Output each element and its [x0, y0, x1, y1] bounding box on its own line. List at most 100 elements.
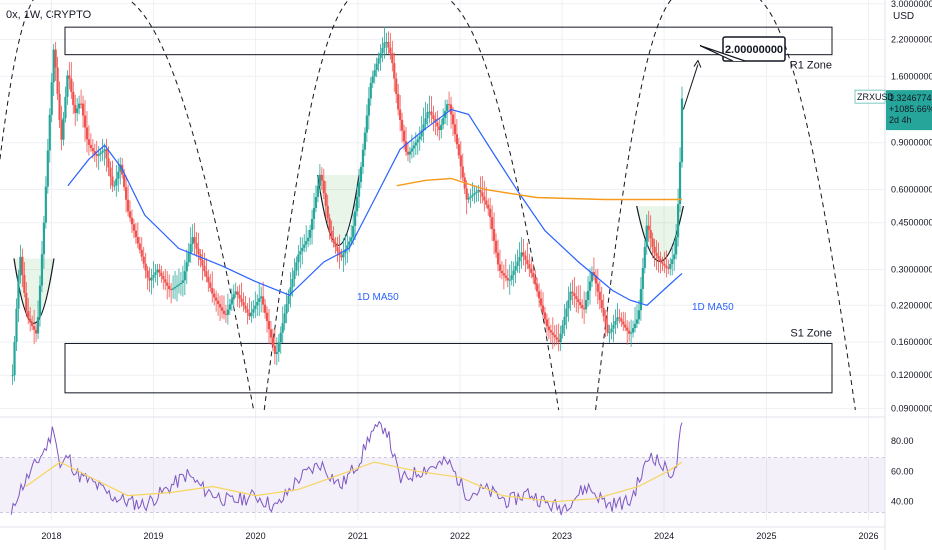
candle-body: [606, 324, 609, 333]
candle-body: [342, 253, 345, 258]
candle-body: [269, 329, 273, 338]
last-price-change: +1085.66%: [889, 104, 932, 114]
candle-body: [346, 245, 349, 250]
candle-body: [336, 247, 339, 252]
candle-body: [471, 194, 474, 197]
candle-body: [58, 93, 61, 121]
candle-body: [630, 332, 633, 334]
candle-body: [555, 337, 558, 340]
x-tick-label: 2024: [654, 531, 674, 541]
candle-body: [15, 308, 18, 342]
candle-body: [541, 305, 545, 313]
candle-body: [74, 105, 77, 114]
candle-body: [520, 252, 523, 257]
candle-body: [21, 256, 24, 275]
candle-body: [475, 191, 478, 194]
candle-body: [393, 63, 396, 79]
candle-body: [510, 275, 513, 280]
candle-body: [610, 328, 613, 333]
annotations: 1.32467747+1085.66%2d 4h ZRXUSD 2.00000000: [682, 36, 932, 131]
candle-body: [211, 288, 214, 294]
target-pointer: [699, 45, 746, 62]
candle-body: [426, 112, 429, 119]
candle-body: [78, 103, 81, 109]
candle-body: [539, 298, 543, 306]
candle-body: [132, 224, 136, 231]
candle-body: [381, 47, 384, 54]
cycle-arc: [263, 0, 560, 411]
candle-body: [612, 324, 615, 329]
candle-body: [481, 192, 484, 197]
candle-body: [117, 171, 120, 179]
candle-body: [109, 167, 112, 177]
candle-body: [68, 75, 71, 79]
candle-body: [406, 151, 410, 155]
candle-body: [242, 302, 245, 306]
candle-body: [461, 166, 464, 178]
candle-body: [152, 274, 155, 278]
candle-body: [549, 330, 552, 333]
candle-body: [56, 67, 59, 94]
ma50-label-1: 1D MA50: [357, 292, 399, 303]
candle-body: [66, 75, 69, 97]
candle-body: [614, 321, 617, 325]
candle-body: [209, 282, 212, 289]
candle-body: [412, 145, 415, 149]
candle-body: [500, 270, 504, 274]
candle-body: [422, 124, 425, 131]
candle-body: [530, 268, 533, 274]
candle-body: [34, 329, 38, 334]
candle-body: [524, 255, 527, 260]
candle-body: [379, 53, 382, 59]
candle-body: [123, 174, 126, 188]
candle-body: [400, 120, 404, 131]
candle-body: [404, 141, 408, 152]
y-tick-label: 0.09000000: [891, 403, 932, 413]
candle-body: [389, 47, 392, 54]
candle-body: [489, 208, 492, 218]
candle-body: [307, 237, 310, 242]
target-arrowhead: [693, 59, 702, 68]
candle-body: [545, 319, 549, 327]
candle-body: [207, 276, 210, 283]
candle-body: [571, 291, 574, 294]
candle-body: [265, 312, 269, 322]
candle-body: [260, 296, 263, 299]
candle-body: [301, 247, 304, 252]
symbol-tag-label: ZRXUSD: [857, 92, 895, 102]
candle-body: [258, 298, 261, 302]
candle-body: [228, 304, 231, 310]
candle-body: [146, 270, 149, 278]
candle-body: [305, 241, 308, 245]
currency-unit-label: USD: [893, 11, 915, 22]
candle-body: [250, 312, 253, 317]
candle-body: [502, 273, 505, 276]
ma50-line: [67, 108, 683, 306]
candle-body: [299, 251, 302, 255]
candle-body: [350, 237, 353, 242]
candle-body: [397, 94, 400, 110]
candle-body: [93, 151, 96, 155]
candle-body: [308, 229, 312, 238]
candle-body: [369, 82, 372, 99]
rsi-pane: [0, 420, 885, 516]
candle-body: [11, 375, 14, 377]
candle-body: [246, 309, 249, 313]
candle-body: [616, 317, 619, 322]
candles: [11, 26, 684, 385]
candle-body: [659, 258, 662, 262]
rsi-band: [0, 457, 885, 513]
candle-body: [244, 305, 247, 310]
candle-body: [189, 244, 192, 254]
candle-body: [128, 211, 132, 218]
candle-body: [154, 272, 157, 275]
x-tick-label: 2018: [41, 531, 61, 541]
candle-body: [191, 237, 194, 245]
candle-body: [99, 152, 102, 155]
ma50-label-2: 1D MA50: [692, 302, 734, 313]
candle-body: [467, 197, 470, 200]
rsi-tick-label: 40.00: [891, 497, 914, 507]
